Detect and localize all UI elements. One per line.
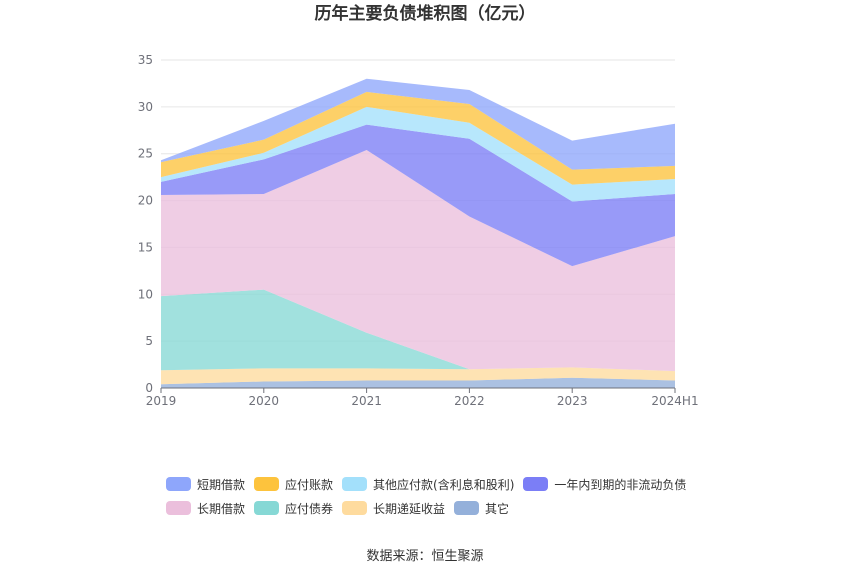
legend-label: 长期借款 <box>197 501 246 516</box>
legend-item[interactable]: 其他应付款(含利息和股利) <box>342 476 514 493</box>
y-tick-label: 20 <box>138 194 153 208</box>
legend-item[interactable]: 短期借款 <box>166 476 245 493</box>
area-series-7 <box>161 78 675 170</box>
legend-swatch <box>166 477 191 491</box>
legend-swatch <box>254 477 280 491</box>
area-series-4 <box>161 124 675 267</box>
area-series-1 <box>161 367 675 385</box>
legend-label: 其它 <box>485 501 510 516</box>
y-tick-label: 25 <box>138 147 153 161</box>
legend-item[interactable]: 其它 <box>454 500 509 517</box>
legend-row: 短期借款 应付账款 其他应付款(含利息和股利) 一年内到期的非流动负债 <box>166 472 726 496</box>
legend-swatch <box>254 501 280 515</box>
x-tick-label: 2024H1 <box>651 394 698 408</box>
x-tick-label: 2020 <box>249 394 280 408</box>
data-source: 数据来源：恒生聚源 <box>366 549 484 564</box>
legend-swatch <box>454 501 480 515</box>
area-series-0 <box>161 377 675 388</box>
area-series-2 <box>161 289 675 372</box>
legend-label: 长期递延收益 <box>373 501 446 516</box>
area-series-6 <box>161 91 675 185</box>
legend-item[interactable]: 应付债券 <box>254 500 333 517</box>
legend-label: 一年内到期的非流动负债 <box>554 477 687 492</box>
legend-swatch <box>342 477 368 491</box>
legend-swatch <box>342 501 368 515</box>
legend-item[interactable]: 长期借款 <box>166 500 245 517</box>
x-tick-label: 2021 <box>351 394 382 408</box>
legend-item[interactable]: 应付账款 <box>254 476 333 493</box>
legend-swatch <box>166 501 191 515</box>
x-tick-label: 2023 <box>557 394 588 408</box>
legend-swatch <box>523 477 549 491</box>
legend-item[interactable]: 一年内到期的非流动负债 <box>523 476 686 493</box>
legend-label: 其他应付款(含利息和股利) <box>373 477 515 492</box>
legend-label: 应付账款 <box>285 477 334 492</box>
chart-title: 历年主要负债堆积图（亿元） <box>314 4 536 24</box>
legend-label: 应付债券 <box>285 501 334 516</box>
legend-item[interactable]: 长期递延收益 <box>342 500 445 517</box>
x-tick-label: 2022 <box>454 394 485 408</box>
y-tick-label: 15 <box>138 240 153 254</box>
legend-label: 短期借款 <box>197 477 246 492</box>
area-series-3 <box>161 149 675 372</box>
y-tick-label: 5 <box>145 334 153 348</box>
area-series-5 <box>161 106 675 202</box>
x-tick-label: 2019 <box>146 394 177 408</box>
y-tick-label: 10 <box>138 287 153 301</box>
legend-row: 长期借款 应付债券 长期递延收益 其它 <box>166 496 726 520</box>
y-tick-label: 0 <box>145 381 153 395</box>
y-tick-label: 30 <box>138 100 153 114</box>
y-tick-label: 35 <box>138 53 153 67</box>
legend: 短期借款 应付账款 其他应付款(含利息和股利) 一年内到期的非流动负债长期借款 应付债券… <box>166 472 726 520</box>
